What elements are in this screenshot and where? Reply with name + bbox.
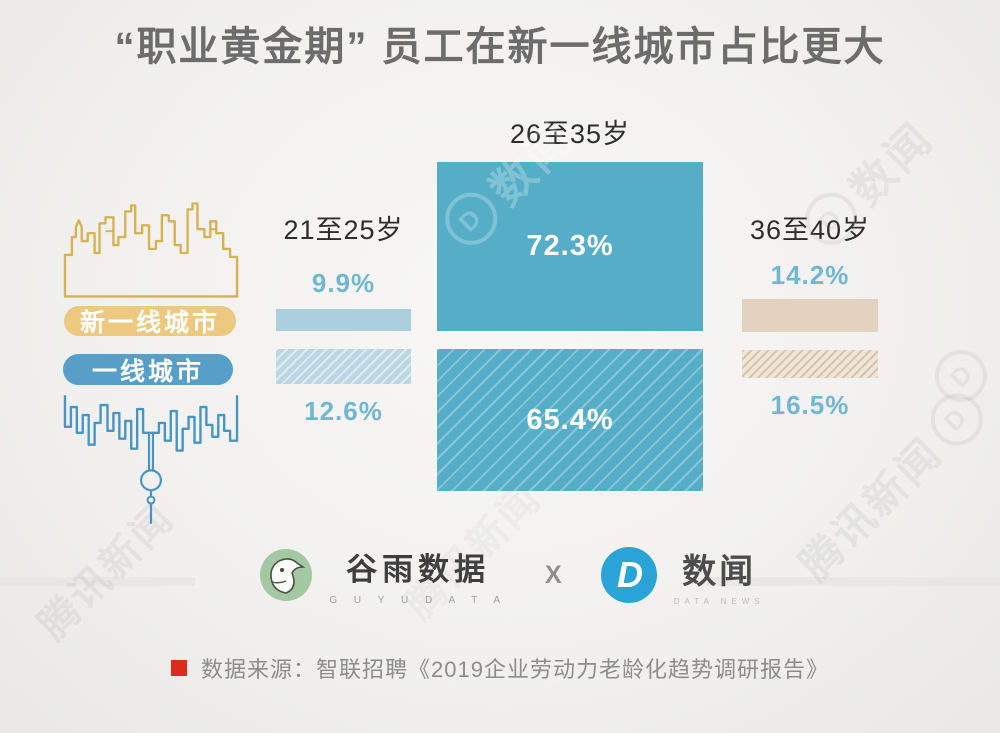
legend-first-tier-label: 一线城市 [91,357,204,386]
watermark-d-right-edge: D [924,339,998,413]
watermark-shuwen-text: 数闻 [841,112,944,216]
source-bullet-square [171,660,188,676]
category-label-26-35: 26至35岁 [509,119,631,149]
footer-logos: 谷雨数据 G U Y U D A T A X D 数闻 DATA NEWS [12,544,1000,606]
source-line: 数据来源：智联招聘《2019企业劳动力老龄化趋势调研报告》 [0,652,1000,684]
watermark-d-icon: D [924,339,998,413]
legend-new-first-tier-pill: 新一线城市 [64,306,236,337]
guyu-name: 谷雨数据 [346,552,491,587]
svg-text:D: D [617,554,643,595]
shuwen-subtitle: DATA NEWS [673,597,765,606]
value-label-new-21-25: 9.9% [311,268,376,298]
shuwen-d-logo-icon: D [600,547,657,603]
right-divider-band [706,577,1000,586]
bar-first-36-40 [742,350,878,378]
value-label-new-36-40: 14.2% [770,260,850,290]
bar-new-21-25 [276,309,411,331]
collab-x-separator: X [545,560,562,589]
legend-first-tier-pill: 一线城市 [63,354,233,386]
category-label-21-25: 21至25岁 [283,215,404,245]
first-tier-skyline-icon [63,395,239,524]
left-divider-band [0,577,195,586]
shuwen-brand: 数闻 DATA NEWS [674,544,765,606]
page-title: “职业黄金期” 员工在新一线城市占比更大 [114,25,886,69]
bar-new-26-35: 72.3% [437,162,703,331]
bar-first-26-35: 65.4% [437,349,703,491]
legend-new-first-tier-label: 新一线城市 [79,309,220,337]
shuwen-name: 数闻 [682,553,757,591]
value-label-first-36-40: 16.5% [770,390,850,420]
source-text: 数据来源：智联招聘《2019企业劳动力老龄化趋势调研报告》 [201,657,829,682]
category-label-36-40: 36至40岁 [749,215,871,245]
watermark-d-icon: D [919,382,994,456]
guyu-bird-logo-icon [260,549,313,601]
bar-new-36-40 [742,299,878,332]
new-first-tier-skyline-icon [63,202,239,298]
value-label-first-21-25: 12.6% [304,396,383,426]
guyu-subtitle: G U Y U D A T A [329,595,507,606]
value-label-new-26-35: 72.3% [526,230,614,262]
bar-first-21-25 [276,349,411,384]
guyu-brand: 谷雨数据 G U Y U D A T A [329,544,507,606]
value-label-first-26-35: 65.4% [526,403,614,436]
